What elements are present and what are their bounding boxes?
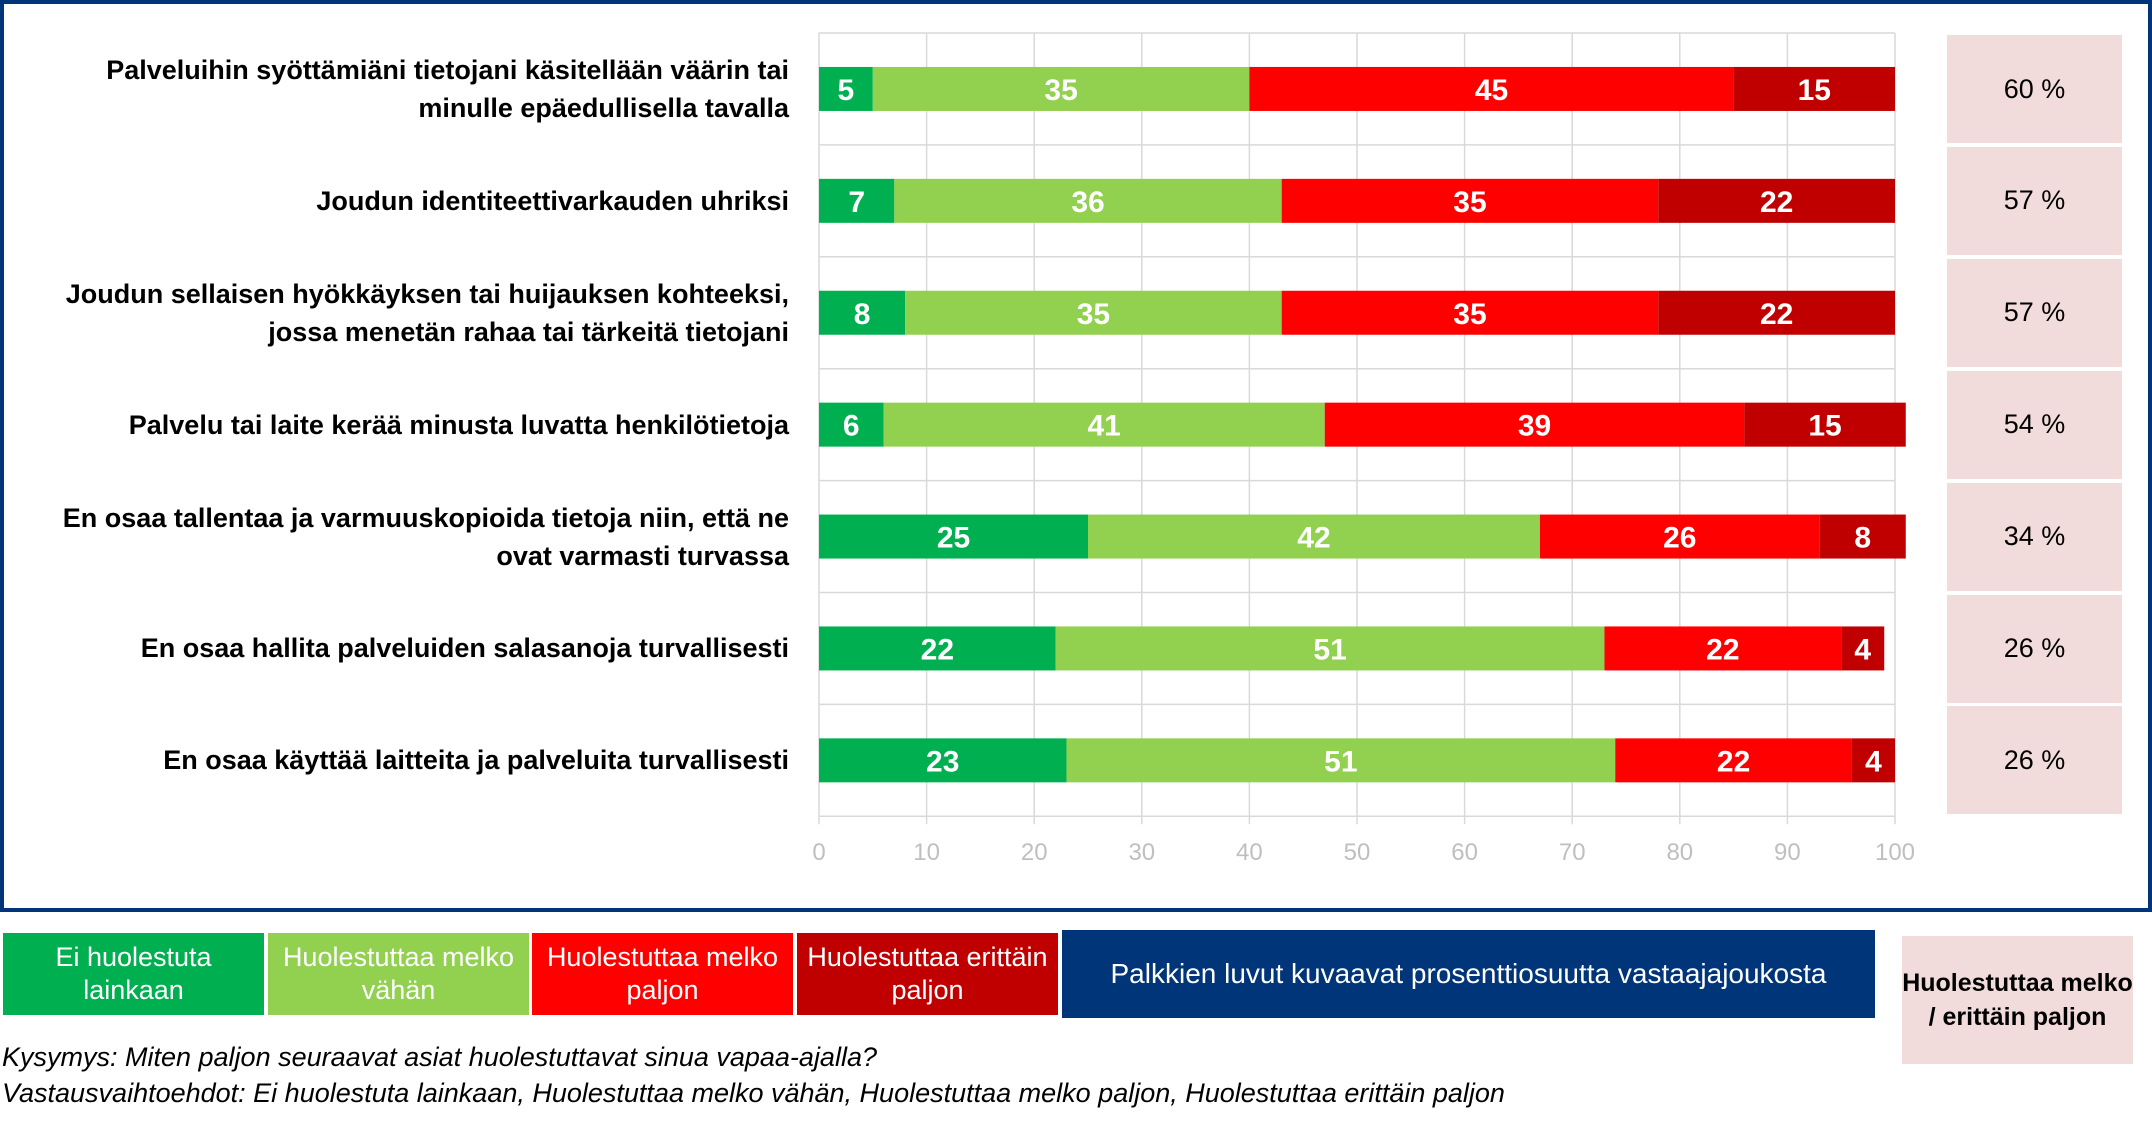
legend-item: Ei huolestuta lainkaan — [3, 933, 264, 1015]
bar-value-label: 15 — [1808, 410, 1841, 443]
bar-value-label: 35 — [1453, 186, 1486, 219]
footnote-options: Vastausvaihtoehdot: Ei huolestuta lainka… — [2, 1078, 1505, 1108]
bar-value-label: 23 — [926, 745, 959, 778]
stacked-bar-chart: 0 10 20 30 40 50 60 70 80 90 100 5 35 45 15 7 36 35 22 8 35 3… — [812, 32, 1915, 866]
legend-item: Huolestuttaa melko vähän — [268, 933, 529, 1015]
x-tick-label: 50 — [1344, 839, 1371, 866]
bar-segment — [1324, 402, 1745, 447]
bar-segment — [1658, 178, 1895, 223]
x-tick-label: 0 — [812, 839, 825, 866]
total-value: 26 % — [1947, 706, 2122, 815]
category-label: En osaa hallita palveluiden salasanoja t… — [140, 633, 789, 664]
bar-segment — [1841, 626, 1885, 671]
x-tick-label: 90 — [1774, 839, 1801, 866]
bar-segment — [1658, 290, 1895, 335]
bar-segment — [819, 290, 906, 335]
bar-segment — [819, 402, 884, 447]
bar-value-label: 22 — [921, 633, 954, 666]
bar-value-label: 4 — [1865, 745, 1882, 778]
category-label: Palvelu tai laite kerää minusta luvatta … — [128, 409, 789, 440]
x-tick-label: 80 — [1666, 839, 1693, 866]
bar-value-label: 8 — [1854, 522, 1871, 555]
bar-segment — [819, 626, 1056, 671]
bar-value-label: 35 — [1077, 298, 1110, 331]
x-tick-label: 10 — [913, 839, 940, 866]
bar-value-label: 22 — [1717, 745, 1750, 778]
legend-totals-label: Huolestuttaa melko / erittäin paljon — [1902, 936, 2133, 1064]
bar-segment — [1744, 402, 1906, 447]
bar-segment — [1851, 738, 1895, 783]
x-tick-label: 70 — [1559, 839, 1586, 866]
bar-segment — [1249, 66, 1734, 111]
bar-value-label: 45 — [1475, 74, 1508, 107]
bar-segment — [1539, 514, 1820, 559]
bar-value-label: 41 — [1087, 410, 1120, 443]
bar-segment — [1066, 738, 1616, 783]
bar-value-label: 8 — [854, 298, 871, 331]
x-tick-label: 100 — [1875, 839, 1915, 866]
legend-item: Huolestuttaa erittäin paljon — [797, 933, 1058, 1015]
total-value: 26 % — [1947, 594, 2122, 703]
bar-segment — [1055, 626, 1605, 671]
bar-segment — [1819, 514, 1906, 559]
total-value: 57 % — [1947, 146, 2122, 255]
total-value: 34 % — [1947, 482, 2122, 591]
bar-value-label: 35 — [1044, 74, 1077, 107]
category-label: En osaa tallentaa ja varmuuskopioida tie… — [62, 502, 789, 571]
bar-segment — [819, 66, 873, 111]
total-value: 57 % — [1947, 258, 2122, 367]
bar-segment — [1281, 178, 1659, 223]
footnote-question: Kysymys: Miten paljon seuraavat asiat hu… — [2, 1042, 877, 1072]
bar-segment — [819, 178, 895, 223]
bar-value-label: 51 — [1313, 633, 1346, 666]
category-label: Joudun identiteettivarkauden uhriksi — [316, 185, 789, 216]
bar-value-label: 22 — [1760, 186, 1793, 219]
total-value: 60 % — [1947, 35, 2122, 143]
bar-segment — [1604, 626, 1842, 671]
bar-segment — [1615, 738, 1852, 783]
bar-value-label: 42 — [1297, 522, 1330, 555]
bar-segment — [894, 178, 1282, 223]
x-tick-label: 60 — [1451, 839, 1478, 866]
bar-segment — [819, 514, 1088, 559]
bar-value-label: 22 — [1706, 633, 1739, 666]
x-tick-label: 40 — [1236, 839, 1263, 866]
total-value: 54 % — [1947, 370, 2122, 479]
bar-segment — [872, 66, 1250, 111]
bar-value-label: 36 — [1071, 186, 1104, 219]
bar-segment — [1733, 66, 1895, 111]
bar-segment — [1281, 290, 1659, 335]
bar-value-label: 15 — [1798, 74, 1831, 107]
bar-segment — [819, 738, 1067, 783]
bar-segment — [1088, 514, 1540, 559]
x-tick-label: 20 — [1021, 839, 1048, 866]
bar-value-label: 51 — [1324, 745, 1357, 778]
bar-segment — [905, 290, 1282, 335]
bar-segment — [883, 402, 1325, 447]
chart-frame — [0, 0, 2152, 912]
bar-value-label: 6 — [843, 410, 860, 443]
bar-value-label: 39 — [1518, 410, 1551, 443]
x-tick-label: 30 — [1128, 839, 1155, 866]
category-label: En osaa käyttää laitteita ja palveluita … — [163, 745, 789, 776]
bar-value-label: 5 — [838, 74, 855, 107]
bar-value-label: 26 — [1663, 522, 1696, 555]
legend-item: Huolestuttaa melko paljon — [532, 933, 793, 1015]
category-label: Palveluihin syöttämiäni tietojani käsite… — [106, 54, 789, 123]
legend-note: Palkkien luvut kuvaavat prosenttiosuutta… — [1062, 930, 1875, 1018]
bar-value-label: 7 — [848, 186, 865, 219]
bar-value-label: 25 — [937, 522, 970, 555]
category-label: Joudun sellaisen hyökkäyksen tai huijauk… — [65, 278, 789, 347]
bar-value-label: 35 — [1453, 298, 1486, 331]
bar-value-label: 4 — [1854, 633, 1871, 666]
bar-value-label: 22 — [1760, 298, 1793, 331]
